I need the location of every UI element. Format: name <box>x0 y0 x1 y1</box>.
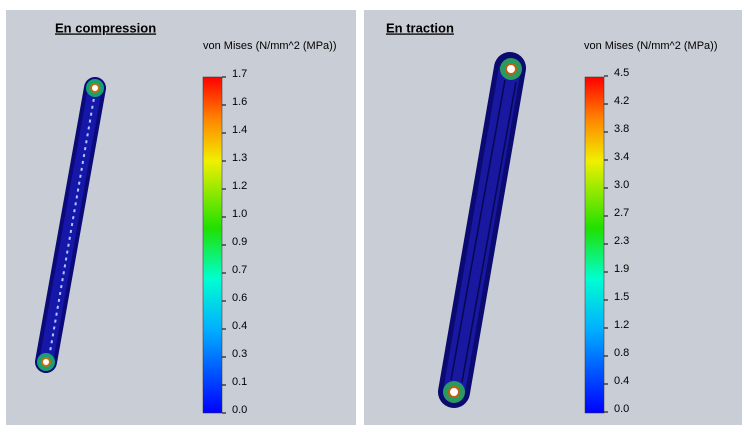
scale-label: 0.4 <box>232 320 247 332</box>
scale-label: 3.0 <box>614 179 629 191</box>
scale-label: 0.0 <box>232 404 247 416</box>
scale-label: 1.0 <box>232 208 247 220</box>
panel-title: En compression <box>55 20 156 35</box>
scale-label: 1.2 <box>614 319 629 331</box>
scale-label: 3.8 <box>614 123 629 135</box>
scale-label: 0.4 <box>614 375 629 387</box>
scale-label: 1.7 <box>232 68 247 80</box>
scale-label: 0.1 <box>232 376 247 388</box>
scale-label: 0.7 <box>232 264 247 276</box>
color-bar <box>584 76 605 414</box>
color-bar <box>202 76 223 414</box>
scale-label: 0.0 <box>614 403 629 415</box>
scale-label: 1.5 <box>614 291 629 303</box>
scale-label: 0.3 <box>232 348 247 360</box>
scale-label: 1.4 <box>232 124 247 136</box>
scale-label: 2.3 <box>614 235 629 247</box>
scale-label: 0.6 <box>232 292 247 304</box>
scale-label: 0.8 <box>614 347 629 359</box>
panel-title: En traction <box>386 20 454 35</box>
scale-label: 1.3 <box>232 152 247 164</box>
beam-model <box>35 77 106 373</box>
panel-background <box>6 10 356 425</box>
scale-label: 4.2 <box>614 95 629 107</box>
legend-title: von Mises (N/mm^2 (MPa)) <box>584 40 718 52</box>
panel-background <box>364 10 742 425</box>
scale-label: 3.4 <box>614 151 629 163</box>
scale-label: 1.2 <box>232 180 247 192</box>
scale-label: 4.5 <box>614 67 629 79</box>
scale-label: 2.7 <box>614 207 629 219</box>
scale-label: 1.9 <box>614 263 629 275</box>
scale-label: 0.9 <box>232 236 247 248</box>
scale-label: 1.6 <box>232 96 247 108</box>
legend-title: von Mises (N/mm^2 (MPa)) <box>203 40 337 52</box>
beam-model <box>438 52 526 408</box>
